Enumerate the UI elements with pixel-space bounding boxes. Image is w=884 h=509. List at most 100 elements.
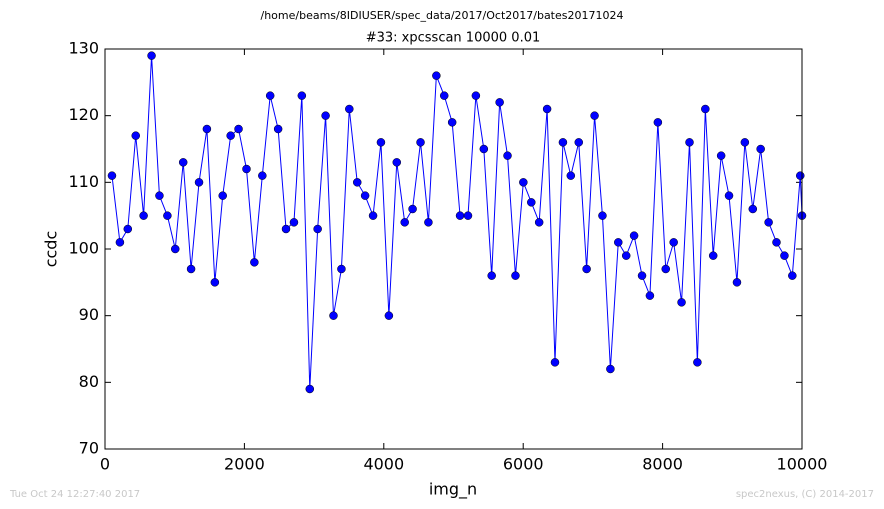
x-tick-label: 10000 bbox=[777, 455, 828, 474]
point bbox=[210, 278, 220, 287]
point bbox=[360, 191, 370, 200]
point bbox=[155, 191, 164, 200]
point bbox=[186, 264, 196, 274]
x-tick-label: 8000 bbox=[642, 455, 683, 474]
point bbox=[724, 191, 734, 200]
point bbox=[685, 138, 694, 147]
point bbox=[289, 218, 299, 227]
point bbox=[716, 151, 726, 160]
point bbox=[693, 358, 702, 367]
y-tick-label: 130 bbox=[68, 39, 99, 58]
point bbox=[590, 111, 599, 120]
point bbox=[400, 218, 409, 227]
point bbox=[550, 358, 560, 367]
point bbox=[163, 211, 172, 220]
point bbox=[558, 138, 568, 147]
point bbox=[740, 138, 750, 147]
point bbox=[147, 51, 156, 60]
point bbox=[463, 211, 473, 220]
point bbox=[503, 151, 512, 160]
point bbox=[171, 244, 180, 254]
point bbox=[234, 124, 243, 134]
point bbox=[447, 118, 457, 127]
point bbox=[305, 384, 315, 394]
point bbox=[479, 144, 489, 154]
point bbox=[408, 204, 417, 214]
point bbox=[614, 238, 623, 247]
point bbox=[194, 178, 204, 187]
point bbox=[424, 218, 433, 227]
point bbox=[345, 104, 354, 114]
point bbox=[242, 164, 251, 174]
point bbox=[281, 224, 291, 234]
point bbox=[701, 104, 710, 114]
point bbox=[368, 211, 378, 220]
point bbox=[226, 131, 235, 140]
point bbox=[534, 218, 544, 227]
point bbox=[471, 91, 481, 100]
point bbox=[250, 258, 259, 267]
point bbox=[748, 204, 758, 214]
chart-title: #33: xpcsscan 10000 0.01 bbox=[366, 31, 541, 46]
y-tick-label: 90 bbox=[79, 305, 99, 324]
suptitle: /home/beams/8IDIUSER/spec_data/2017/Oct2… bbox=[261, 9, 624, 22]
footer-left: Tue Oct 24 12:27:40 2017 bbox=[9, 489, 140, 500]
point bbox=[677, 298, 686, 307]
y-tick-label: 110 bbox=[68, 172, 99, 191]
point bbox=[629, 231, 639, 240]
point bbox=[202, 124, 212, 134]
point bbox=[511, 271, 520, 280]
point bbox=[495, 98, 504, 107]
point bbox=[669, 238, 678, 247]
point bbox=[796, 171, 805, 180]
point bbox=[432, 71, 441, 80]
point bbox=[645, 291, 655, 300]
x-tick-label: 6000 bbox=[503, 455, 544, 474]
x-axis-label: img_n bbox=[429, 480, 477, 500]
point bbox=[258, 171, 267, 180]
point bbox=[384, 311, 394, 320]
point bbox=[653, 118, 663, 127]
point bbox=[606, 364, 615, 374]
point bbox=[519, 178, 528, 187]
point bbox=[392, 158, 402, 167]
point bbox=[273, 124, 283, 134]
x-tick-label: 0 bbox=[100, 455, 110, 474]
y-axis-label: ccdc bbox=[42, 231, 61, 268]
point bbox=[756, 144, 765, 154]
point bbox=[123, 224, 133, 234]
footer-right: spec2nexus, (C) 2014-2017 bbox=[736, 489, 874, 500]
point bbox=[439, 91, 449, 100]
point bbox=[107, 171, 117, 180]
point bbox=[527, 198, 536, 207]
point bbox=[321, 111, 330, 120]
point bbox=[542, 104, 552, 114]
x-tick-label: 2000 bbox=[224, 455, 265, 474]
point bbox=[566, 171, 576, 180]
point bbox=[313, 224, 322, 234]
point bbox=[732, 278, 742, 287]
plot-frame bbox=[104, 48, 803, 450]
point bbox=[416, 138, 425, 147]
point bbox=[637, 271, 647, 280]
point bbox=[115, 238, 125, 247]
point bbox=[337, 264, 346, 274]
point bbox=[376, 138, 386, 147]
point bbox=[131, 131, 140, 140]
y-tick-label: 100 bbox=[68, 239, 99, 258]
point bbox=[265, 91, 275, 100]
point bbox=[780, 251, 789, 260]
point bbox=[487, 271, 496, 280]
point bbox=[455, 211, 465, 220]
point bbox=[764, 218, 773, 227]
y-tick-label: 120 bbox=[68, 105, 99, 124]
point bbox=[297, 91, 307, 100]
y-tick-label: 70 bbox=[79, 439, 99, 458]
point bbox=[772, 238, 781, 247]
point bbox=[329, 311, 338, 320]
x-tick-label: 4000 bbox=[363, 455, 404, 474]
point bbox=[582, 264, 591, 274]
